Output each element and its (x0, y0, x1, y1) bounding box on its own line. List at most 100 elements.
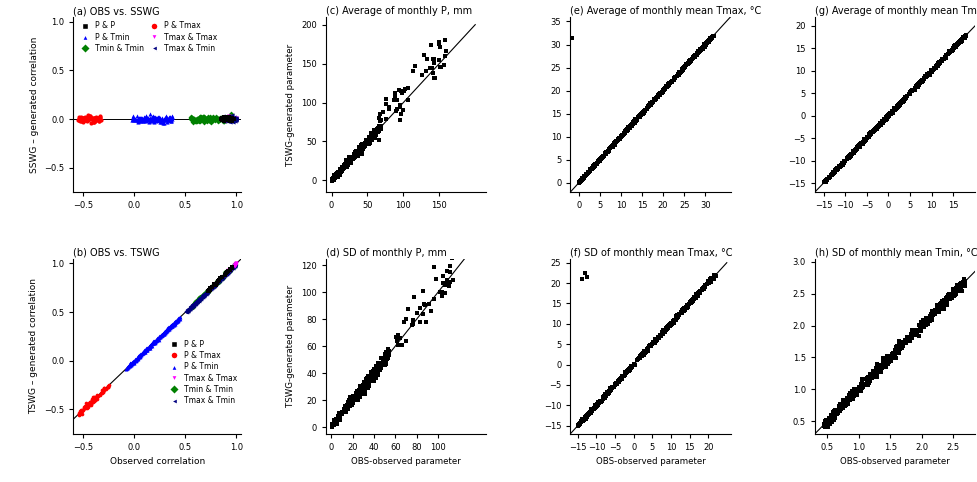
Point (81, 401, 97, 409)
Point (214, 115, 230, 123)
Point (130, 354, 146, 362)
Point (180, 306, 195, 314)
Point (580, 411, 596, 418)
Point (219, 269, 234, 277)
Point (377, 354, 393, 362)
Point (705, 274, 721, 281)
Point (196, 118, 212, 126)
Point (862, 133, 877, 140)
Point (206, 282, 222, 290)
Point (353, 382, 368, 390)
Point (216, 113, 232, 121)
Point (910, 326, 925, 334)
Point (147, 337, 162, 345)
Point (147, 337, 162, 345)
Point (142, 342, 157, 350)
Point (680, 60, 696, 68)
Point (596, 392, 612, 400)
Point (642, 101, 658, 109)
Point (634, 108, 650, 116)
Point (218, 115, 234, 122)
Point (919, 72, 935, 80)
Point (864, 373, 879, 380)
Point (101, 383, 116, 390)
Point (160, 115, 176, 123)
Point (74, 114, 90, 122)
Point (873, 364, 889, 372)
Point (624, 363, 640, 371)
Point (869, 373, 884, 380)
Point (128, 356, 144, 364)
Point (214, 116, 230, 124)
Point (197, 290, 213, 297)
Point (914, 77, 930, 84)
Point (345, 153, 361, 161)
Point (674, 67, 690, 75)
Point (162, 323, 178, 331)
Point (190, 116, 205, 123)
Point (704, 33, 720, 41)
Point (200, 286, 216, 294)
Point (664, 319, 680, 327)
Point (683, 56, 699, 64)
Point (957, 32, 973, 40)
Point (325, 175, 341, 183)
Point (594, 154, 610, 161)
Point (645, 340, 660, 348)
Point (632, 353, 648, 361)
Point (138, 112, 153, 120)
Point (362, 377, 378, 385)
Point (871, 363, 886, 371)
Point (949, 285, 964, 293)
Point (137, 348, 152, 356)
Point (633, 111, 649, 119)
Point (197, 289, 213, 296)
Point (368, 127, 384, 134)
Point (931, 59, 947, 67)
Point (593, 155, 609, 162)
Point (953, 38, 968, 45)
Point (597, 394, 613, 402)
Point (924, 315, 940, 322)
Point (122, 359, 138, 367)
Point (332, 416, 348, 424)
Point (223, 266, 238, 274)
Point (671, 69, 687, 77)
Point (854, 380, 870, 388)
Point (669, 313, 685, 321)
Point (852, 386, 868, 394)
Point (579, 411, 595, 419)
Point (354, 382, 369, 390)
Point (586, 162, 602, 170)
Point (604, 386, 619, 394)
Point (80, 115, 96, 122)
Point (193, 292, 209, 300)
Point (913, 79, 928, 87)
Point (588, 402, 604, 410)
Point (909, 328, 924, 336)
Point (595, 394, 611, 402)
Point (187, 300, 202, 308)
Point (897, 95, 913, 103)
Point (823, 171, 838, 179)
Point (342, 393, 358, 401)
Point (328, 172, 344, 180)
Point (211, 116, 227, 124)
Point (941, 295, 956, 303)
Point (209, 279, 225, 286)
Point (681, 59, 697, 67)
Point (333, 166, 349, 174)
Point (619, 368, 635, 375)
Point (409, 309, 425, 317)
Point (153, 332, 169, 340)
Point (197, 290, 213, 297)
Point (954, 37, 969, 44)
Point (191, 296, 207, 304)
Point (891, 348, 907, 355)
Point (355, 144, 370, 152)
Point (215, 118, 231, 125)
Point (621, 124, 637, 132)
Point (896, 97, 912, 105)
Point (190, 297, 205, 305)
Point (687, 293, 702, 301)
